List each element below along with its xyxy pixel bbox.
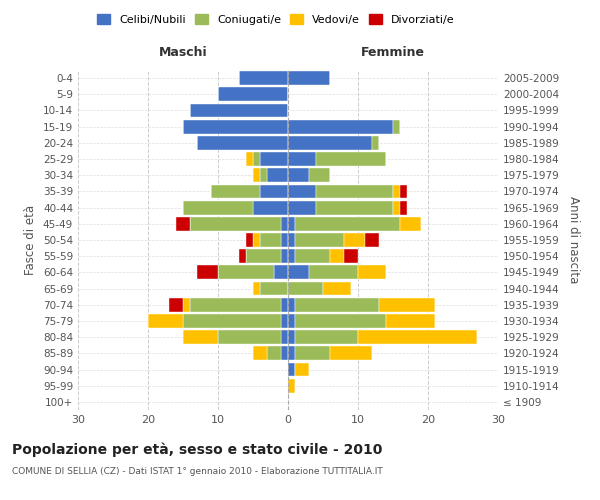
Bar <box>281 217 288 230</box>
Bar <box>190 104 288 118</box>
Bar <box>288 217 295 230</box>
Bar <box>190 298 281 312</box>
Bar <box>295 298 379 312</box>
Bar <box>288 136 372 149</box>
Bar <box>218 330 281 344</box>
Bar <box>295 314 386 328</box>
Bar <box>260 152 288 166</box>
Bar <box>239 250 246 263</box>
Bar <box>267 346 281 360</box>
Bar <box>295 217 400 230</box>
Bar <box>288 266 309 280</box>
Bar <box>281 233 288 247</box>
Bar <box>183 120 288 134</box>
Bar <box>330 346 372 360</box>
Bar <box>274 266 288 280</box>
Bar <box>295 346 330 360</box>
Bar <box>288 152 316 166</box>
Bar <box>386 314 435 328</box>
Text: Femmine: Femmine <box>361 46 425 59</box>
Bar <box>288 379 295 392</box>
Bar <box>309 168 330 182</box>
Bar <box>281 314 288 328</box>
Bar <box>197 136 288 149</box>
Bar <box>344 233 365 247</box>
Bar <box>288 330 295 344</box>
Bar <box>288 184 316 198</box>
Bar <box>253 233 260 247</box>
Bar <box>288 346 295 360</box>
Bar <box>288 298 295 312</box>
Bar <box>365 233 379 247</box>
Y-axis label: Anni di nascita: Anni di nascita <box>568 196 580 284</box>
Bar <box>148 314 183 328</box>
Bar <box>288 362 295 376</box>
Text: Popolazione per età, sesso e stato civile - 2010: Popolazione per età, sesso e stato civil… <box>12 442 382 457</box>
Bar <box>288 120 393 134</box>
Bar <box>183 330 218 344</box>
Bar <box>253 168 260 182</box>
Bar <box>281 250 288 263</box>
Bar <box>358 330 477 344</box>
Bar <box>218 266 274 280</box>
Bar <box>211 184 260 198</box>
Bar <box>288 314 295 328</box>
Bar <box>393 184 400 198</box>
Bar <box>267 168 288 182</box>
Bar <box>176 217 190 230</box>
Bar <box>372 136 379 149</box>
Text: COMUNE DI SELLIA (CZ) - Dati ISTAT 1° gennaio 2010 - Elaborazione TUTTITALIA.IT: COMUNE DI SELLIA (CZ) - Dati ISTAT 1° ge… <box>12 468 383 476</box>
Bar <box>400 184 407 198</box>
Bar <box>260 168 267 182</box>
Bar <box>330 250 344 263</box>
Bar <box>358 266 386 280</box>
Bar <box>169 298 183 312</box>
Legend: Celibi/Nubili, Coniugati/e, Vedovi/e, Divorziati/e: Celibi/Nubili, Coniugati/e, Vedovi/e, Di… <box>94 10 458 28</box>
Bar <box>246 152 253 166</box>
Bar <box>295 362 309 376</box>
Bar <box>190 217 281 230</box>
Bar <box>183 298 190 312</box>
Bar <box>253 200 288 214</box>
Bar <box>309 266 358 280</box>
Bar <box>239 71 288 85</box>
Bar <box>246 250 281 263</box>
Bar <box>288 250 295 263</box>
Bar <box>316 200 393 214</box>
Bar <box>253 346 267 360</box>
Bar <box>393 120 400 134</box>
Bar <box>344 250 358 263</box>
Bar <box>260 184 288 198</box>
Bar <box>253 152 260 166</box>
Bar <box>288 200 316 214</box>
Bar <box>183 200 253 214</box>
Bar <box>316 184 393 198</box>
Bar <box>281 330 288 344</box>
Bar <box>393 200 400 214</box>
Bar <box>260 233 281 247</box>
Text: Maschi: Maschi <box>158 46 208 59</box>
Bar <box>400 200 407 214</box>
Bar <box>218 88 288 101</box>
Bar <box>295 250 330 263</box>
Bar <box>197 266 218 280</box>
Bar <box>260 282 288 296</box>
Bar <box>295 233 344 247</box>
Bar <box>253 282 260 296</box>
Bar <box>400 217 421 230</box>
Bar <box>281 298 288 312</box>
Y-axis label: Fasce di età: Fasce di età <box>25 205 37 275</box>
Bar <box>288 233 295 247</box>
Bar <box>323 282 351 296</box>
Bar <box>281 346 288 360</box>
Bar <box>288 168 309 182</box>
Bar <box>316 152 386 166</box>
Bar <box>288 71 330 85</box>
Bar <box>246 233 253 247</box>
Bar <box>295 330 358 344</box>
Bar <box>379 298 435 312</box>
Bar <box>183 314 281 328</box>
Bar <box>288 282 323 296</box>
